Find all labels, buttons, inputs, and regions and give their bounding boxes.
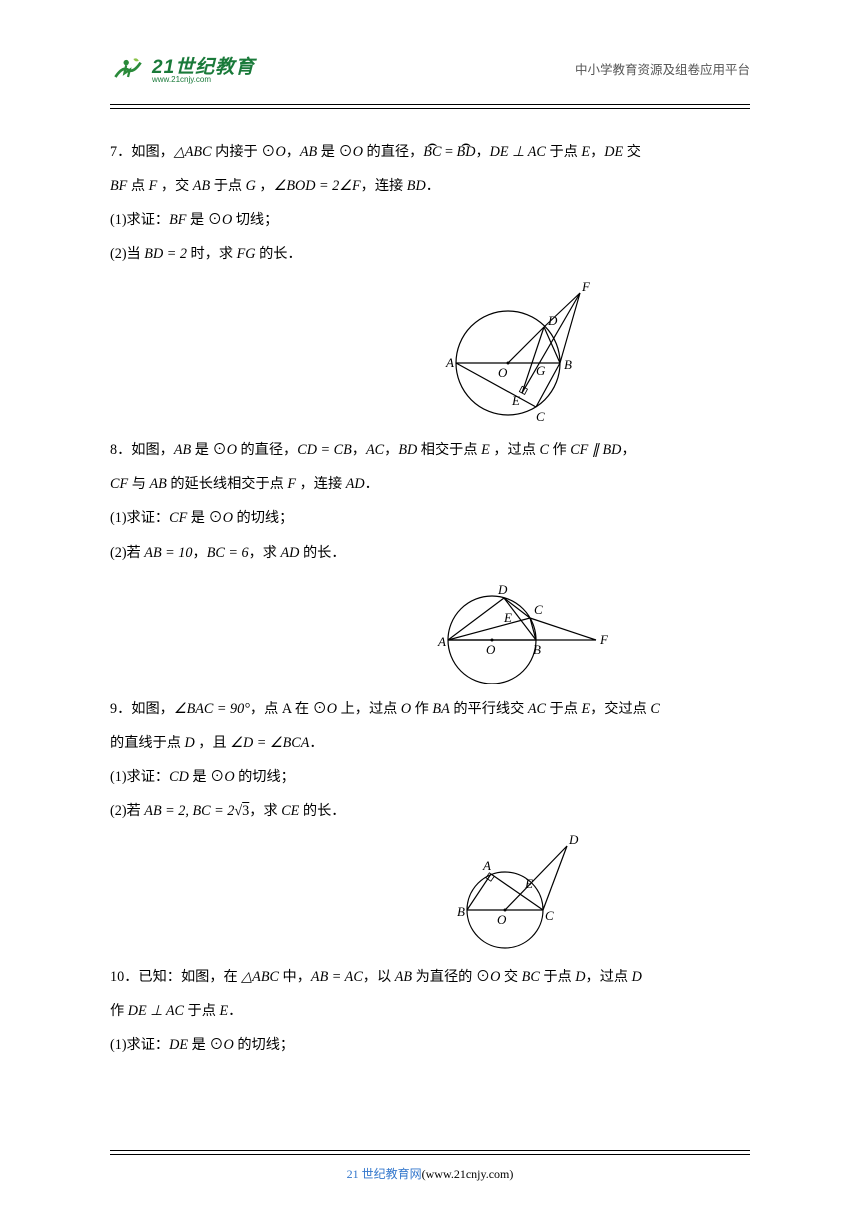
page-container: 21世纪教育 www.21cnjy.com 中小学教育资源及组卷应用平台 7．如… bbox=[0, 0, 860, 1102]
footer-link: 21 世纪教育网 bbox=[347, 1167, 422, 1181]
p8-q2: (2)若 AB = 10，BC = 6，求 AD 的长． bbox=[110, 536, 750, 570]
p10-q1: (1)求证：DE 是 ⊙O 的切线； bbox=[110, 1028, 750, 1062]
svg-text:F: F bbox=[581, 279, 591, 294]
p9-figure: B A C D E O bbox=[290, 832, 750, 952]
logo: 21世纪教育 www.21cnjy.com bbox=[110, 50, 255, 86]
svg-text:E: E bbox=[511, 393, 520, 408]
svg-text:G: G bbox=[536, 363, 546, 378]
svg-text:E: E bbox=[524, 876, 533, 891]
svg-text:D: D bbox=[547, 313, 558, 328]
svg-text:C: C bbox=[545, 908, 554, 923]
p7-line1: 7．如图，△ABC 内接于 ⊙O，AB 是 ⊙O 的直径，BC = BD，DE … bbox=[110, 135, 750, 169]
p10-line1: 10．已知：如图，在 △ABC 中，AB = AC，以 AB 为直径的 ⊙O 交… bbox=[110, 960, 750, 994]
svg-text:A: A bbox=[445, 355, 454, 370]
svg-text:B: B bbox=[533, 642, 541, 657]
p7-q2: (2)当 BD = 2 时，求 FG 的长． bbox=[110, 237, 750, 271]
svg-text:O: O bbox=[497, 912, 507, 927]
footer-divider-1 bbox=[110, 1150, 750, 1151]
svg-text:D: D bbox=[568, 832, 579, 847]
svg-text:O: O bbox=[486, 642, 496, 657]
header-divider-1 bbox=[110, 104, 750, 105]
logo-icon bbox=[110, 50, 146, 86]
svg-text:F: F bbox=[599, 632, 609, 647]
svg-text:E: E bbox=[503, 610, 512, 625]
content-body: 7．如图，△ABC 内接于 ⊙O，AB 是 ⊙O 的直径，BC = BD，DE … bbox=[110, 135, 750, 1062]
p7-q1: (1)求证：BF 是 ⊙O 切线； bbox=[110, 203, 750, 237]
header-right-text: 中小学教育资源及组卷应用平台 bbox=[575, 59, 750, 78]
page-header: 21世纪教育 www.21cnjy.com 中小学教育资源及组卷应用平台 bbox=[110, 50, 750, 86]
p9-line2: 的直线于点 D ，且 ∠D = ∠BCA． bbox=[110, 726, 750, 760]
footer-text: 21 世纪教育网(www.21cnjy.com) bbox=[0, 1165, 860, 1182]
svg-text:D: D bbox=[497, 582, 508, 597]
p8-line2: CF 与 AB 的延长线相交于点 F ，连接 AD． bbox=[110, 467, 750, 501]
svg-text:C: C bbox=[536, 409, 545, 424]
svg-text:O: O bbox=[498, 365, 508, 380]
header-divider-2 bbox=[110, 108, 750, 109]
p8-line1: 8．如图，AB 是 ⊙O 的直径，CD = CB，AC，BD 相交于点 E ，过… bbox=[110, 433, 750, 467]
p8-figure: A B C D E F O bbox=[290, 574, 750, 684]
p9-q2: (2)若 AB = 2, BC = 2√3，求 CE 的长． bbox=[110, 794, 750, 828]
footer-divider-2 bbox=[110, 1154, 750, 1155]
svg-text:C: C bbox=[534, 602, 543, 617]
svg-text:A: A bbox=[437, 634, 446, 649]
svg-text:B: B bbox=[564, 357, 572, 372]
p9-line1: 9．如图，∠BAC = 90°，点 A 在 ⊙O 上，过点 O 作 BA 的平行… bbox=[110, 692, 750, 726]
p9-q1: (1)求证：CD 是 ⊙O 的切线； bbox=[110, 760, 750, 794]
p8-q1: (1)求证：CF 是 ⊙O 的切线； bbox=[110, 501, 750, 535]
p7-figure: A B C D E F G O bbox=[290, 275, 750, 425]
page-footer: 21 世纪教育网(www.21cnjy.com) bbox=[0, 1150, 860, 1182]
p10-line2: 作 DE ⊥ AC 于点 E． bbox=[110, 994, 750, 1028]
logo-text: 21世纪教育 www.21cnjy.com bbox=[152, 52, 255, 84]
svg-text:B: B bbox=[457, 904, 465, 919]
p7-line2: BF 点 F ，交 AB 于点 G ，∠BOD = 2∠F，连接 BD． bbox=[110, 169, 750, 203]
svg-text:A: A bbox=[482, 858, 491, 873]
